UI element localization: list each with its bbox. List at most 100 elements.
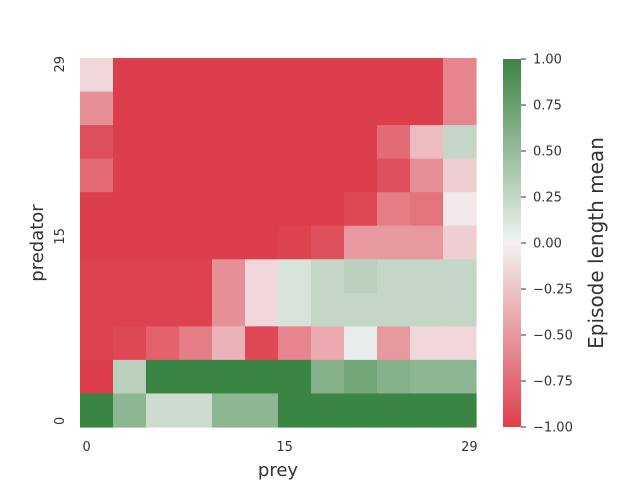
heatmap-cell xyxy=(146,292,180,327)
heatmap-cell xyxy=(311,292,345,327)
heatmap-cell xyxy=(146,125,180,160)
colorbar-tick-label: −1.00 xyxy=(533,421,573,436)
heatmap-cell xyxy=(146,91,180,126)
heatmap-cell xyxy=(278,326,312,361)
heatmap-cell xyxy=(410,158,444,193)
heatmap-cell xyxy=(344,58,378,93)
heatmap-cell xyxy=(443,91,477,126)
heatmap-cell xyxy=(278,158,312,193)
heatmap-cell xyxy=(410,359,444,395)
heatmap-cell xyxy=(245,359,279,395)
heatmap-cell xyxy=(80,158,114,193)
heatmap-cell xyxy=(278,91,312,126)
colorbar-tick-label: 0.00 xyxy=(533,237,562,252)
heatmap-cell xyxy=(344,225,378,260)
y-axis-label: predator xyxy=(27,204,48,282)
heatmap-cell xyxy=(377,58,411,93)
heatmap-cell xyxy=(311,359,345,395)
y-axis-ticks: 0 15 29 xyxy=(53,56,68,425)
heatmap-cell xyxy=(311,158,345,193)
heatmap-cell xyxy=(146,158,180,193)
heatmap-cell xyxy=(410,91,444,126)
heatmap-cell xyxy=(278,58,312,93)
heatmap-cell xyxy=(410,326,444,361)
heatmap-cell xyxy=(146,259,180,294)
heatmap-cell xyxy=(278,125,312,160)
heatmap-cell xyxy=(179,326,213,361)
heatmap-cell xyxy=(278,259,312,294)
heatmap-cell xyxy=(212,58,246,93)
heatmap-cell xyxy=(113,259,147,294)
heatmap-cell xyxy=(245,58,279,93)
heatmap-cell xyxy=(80,58,114,93)
heatmap-cell xyxy=(146,58,180,93)
colorbar xyxy=(503,59,521,427)
heatmap-cell xyxy=(212,125,246,160)
heatmap-cell xyxy=(245,91,279,126)
colorbar-label: Episode length mean xyxy=(584,137,608,349)
heatmap-cell xyxy=(443,158,477,193)
heatmap-cell xyxy=(179,91,213,126)
heatmap-cell xyxy=(113,326,147,361)
heatmap-cell xyxy=(146,326,180,361)
heatmap-cell xyxy=(146,359,180,395)
x-axis-ticks: 0 15 29 xyxy=(82,440,477,455)
heatmap-cell xyxy=(80,393,114,428)
heatmap-cell xyxy=(113,393,147,428)
heatmap-cell xyxy=(113,192,147,227)
heatmap-cell xyxy=(344,326,378,361)
heatmap-cell xyxy=(278,192,312,227)
y-tick-label: 15 xyxy=(53,228,68,245)
heatmap-cell xyxy=(377,225,411,260)
heatmap-cell xyxy=(410,58,444,93)
heatmap-cell xyxy=(179,158,213,193)
heatmap-cell xyxy=(212,225,246,260)
heatmap-cell xyxy=(443,359,477,395)
heatmap-cell xyxy=(278,393,312,428)
heatmap-cell xyxy=(179,259,213,294)
heatmap-cell xyxy=(410,393,444,428)
heatmap-cell xyxy=(245,292,279,327)
heatmap-cell xyxy=(410,125,444,160)
heatmap-cell xyxy=(311,393,345,428)
heatmap-cell xyxy=(344,91,378,126)
heatmap-cell xyxy=(179,359,213,395)
heatmap-cells xyxy=(80,58,477,428)
colorbar-tick-label: 0.75 xyxy=(533,99,562,114)
heatmap-cell xyxy=(146,225,180,260)
y-tick-label: 29 xyxy=(53,56,68,73)
heatmap-cell xyxy=(443,192,477,227)
heatmap-cell xyxy=(443,393,477,428)
heatmap-cell xyxy=(113,359,147,395)
heatmap-cell xyxy=(80,259,114,294)
heatmap-cell xyxy=(113,58,147,93)
heatmap-cell xyxy=(212,158,246,193)
x-tick-label: 15 xyxy=(276,440,293,455)
heatmap-cell xyxy=(311,91,345,126)
heatmap-cell xyxy=(245,192,279,227)
colorbar-tick-label: 1.00 xyxy=(533,53,562,68)
heatmap-cell xyxy=(311,259,345,294)
colorbar-ticks: 1.00 0.75 0.50 0.25 0.00 −0.25 −0.50 −0.75 −1.00 xyxy=(521,53,573,436)
heatmap-cell xyxy=(245,393,279,428)
heatmap-cell xyxy=(410,192,444,227)
heatmap-cell xyxy=(245,225,279,260)
heatmap-cell xyxy=(377,359,411,395)
heatmap-cell xyxy=(344,158,378,193)
heatmap-cell xyxy=(410,292,444,327)
heatmap-cell xyxy=(212,292,246,327)
colorbar-tick-label: −0.75 xyxy=(533,375,573,390)
colorbar-tick-label: 0.25 xyxy=(533,191,562,206)
heatmap-cell xyxy=(344,125,378,160)
x-axis-label: prey xyxy=(258,460,299,480)
heatmap-cell xyxy=(80,359,114,395)
heatmap-cell xyxy=(311,58,345,93)
heatmap-cell xyxy=(344,393,378,428)
heatmap-cell xyxy=(80,225,114,260)
heatmap-cell xyxy=(80,292,114,327)
heatmap-cell xyxy=(113,225,147,260)
heatmap-cell xyxy=(179,292,213,327)
heatmap-cell xyxy=(377,292,411,327)
heatmap-cell xyxy=(377,192,411,227)
